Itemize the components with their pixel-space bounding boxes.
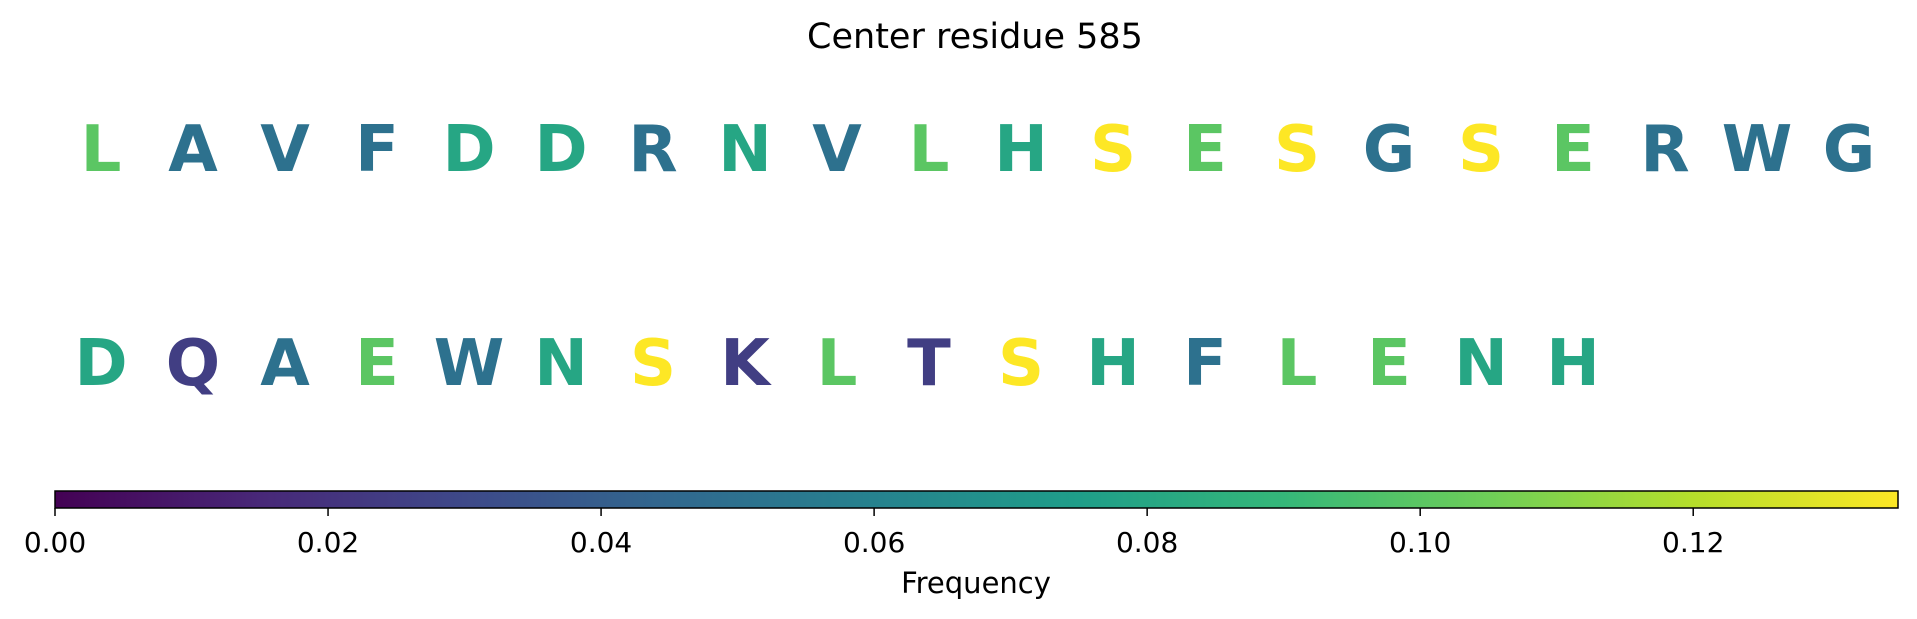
colorbar: 0.00 0.02 0.04 0.06 0.08 0.10 0.12 Frequency: [24, 490, 1899, 600]
residue-letter: R: [628, 113, 677, 187]
residue-letter: S: [1090, 113, 1136, 187]
colorbar-tick-label: 0.04: [570, 526, 632, 559]
residue-letter: K: [720, 327, 772, 401]
residue-letter: H: [1086, 327, 1140, 401]
residue-letter: L: [909, 113, 950, 187]
residue-letter: D: [74, 327, 127, 401]
residue-letter: S: [1458, 113, 1504, 187]
residue-letter: Q: [166, 327, 220, 401]
residue-letter: G: [1823, 113, 1876, 187]
residue-letter: N: [534, 327, 588, 401]
residue-letter: W: [1722, 113, 1793, 187]
residue-letter: G: [1363, 113, 1416, 187]
residue-letter: S: [630, 327, 676, 401]
residue-letter: S: [1274, 113, 1320, 187]
residue-letter: L: [817, 327, 858, 401]
residue-letter: H: [994, 113, 1048, 187]
residue-letter: E: [355, 327, 399, 401]
residue-letter: N: [718, 113, 772, 187]
residue-letter: N: [1454, 327, 1508, 401]
residue-letter: V: [260, 113, 310, 187]
residue-letter: L: [81, 113, 122, 187]
residue-letter: E: [1551, 113, 1595, 187]
colorbar-tick-label: 0.02: [297, 526, 359, 559]
residue-letter: F: [355, 113, 399, 187]
residue-letter: S: [998, 327, 1044, 401]
colorbar-gradient: [54, 490, 1899, 509]
residue-letter: W: [434, 327, 505, 401]
colorbar-label: Frequency: [901, 566, 1051, 600]
residue-letter: A: [168, 113, 218, 187]
sequence-logo: L A V F D D R N V L H S E S G S E R W GD Q A E W N S K L T S H F L E N H: [74, 113, 1875, 401]
residue-letter: V: [812, 113, 862, 187]
colorbar-tick-label: 0.12: [1662, 526, 1724, 559]
residue-letter: F: [1183, 327, 1227, 401]
residue-letter: H: [1546, 327, 1600, 401]
residue-letter: A: [260, 327, 310, 401]
residue-letter: E: [1183, 113, 1227, 187]
colorbar-tick-label: 0.10: [1389, 526, 1451, 559]
residue-letter: D: [442, 113, 495, 187]
residue-letter: E: [1367, 327, 1411, 401]
residue-letter: D: [534, 113, 587, 187]
residue-letter: T: [907, 327, 951, 401]
colorbar-tick-label: 0.08: [1116, 526, 1178, 559]
chart-title: Center residue 585: [807, 17, 1143, 57]
colorbar-tick-label: 0.00: [24, 526, 86, 559]
residue-letter: L: [1277, 327, 1318, 401]
residue-letter: R: [1640, 113, 1689, 187]
colorbar-tick-label: 0.06: [843, 526, 905, 559]
